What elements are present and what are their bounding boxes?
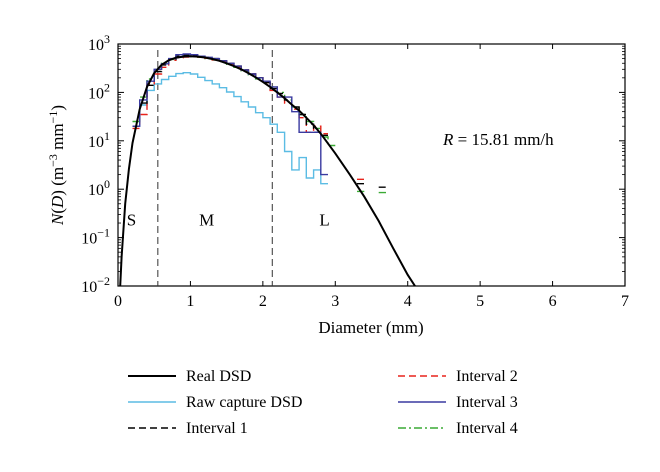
region-label-s: S: [127, 211, 136, 230]
x-tick-label: 4: [404, 293, 412, 310]
y-axis-title: N(D) (m−3 mm−1): [46, 105, 67, 226]
x-tick-label: 5: [476, 293, 484, 310]
legend-label-raw-capture-dsd: Raw capture DSD: [186, 394, 302, 411]
interval-1-series: [132, 54, 386, 188]
x-tick-label: 2: [259, 293, 267, 310]
legend-label-interval-3: Interval 3: [456, 394, 518, 411]
y-tick-label: 10−2: [81, 274, 110, 296]
x-axis-title: Diameter (mm): [318, 318, 423, 337]
y-tick-label: 10−1: [81, 226, 110, 248]
x-tick-labels: 0 1 2 3 4 5 6 7: [114, 293, 629, 310]
axis-ticks: [117, 43, 626, 287]
y-tick-label: 102: [88, 80, 110, 102]
plot-frame: [117, 43, 626, 287]
x-tick-label: 6: [549, 293, 557, 310]
region-label-m: M: [199, 211, 214, 230]
y-tick-label: 101: [88, 129, 110, 151]
x-tick-label: 7: [621, 293, 629, 310]
real-dsd-series: [119, 55, 416, 286]
series-layer: [119, 53, 416, 286]
x-tick-label: 1: [186, 293, 194, 310]
raw-capture-dsd-series: [132, 72, 328, 185]
y-tick-label: 103: [88, 32, 110, 54]
region-label-l: L: [319, 211, 329, 230]
legend-label-real-dsd: Real DSD: [186, 368, 251, 385]
legend-label-interval-4: Interval 4: [456, 420, 518, 437]
legend-label-interval-2: Interval 2: [456, 368, 518, 385]
legend-label-interval-1: Interval 1: [186, 420, 248, 437]
y-tick-labels: 10−2 10−1 100 101 102 103: [81, 32, 110, 296]
y-tick-label: 100: [88, 177, 110, 199]
legend: Real DSD Raw capture DSD Interval 1 Interva…: [128, 368, 518, 437]
rain-rate-annotation: R = 15.81 mm/h: [442, 130, 554, 149]
plot-area: S M L R = 15.81 mm/h: [117, 43, 626, 287]
x-tick-label: 3: [331, 293, 339, 310]
x-tick-label: 0: [114, 293, 122, 310]
interval-boundaries: [157, 50, 273, 286]
